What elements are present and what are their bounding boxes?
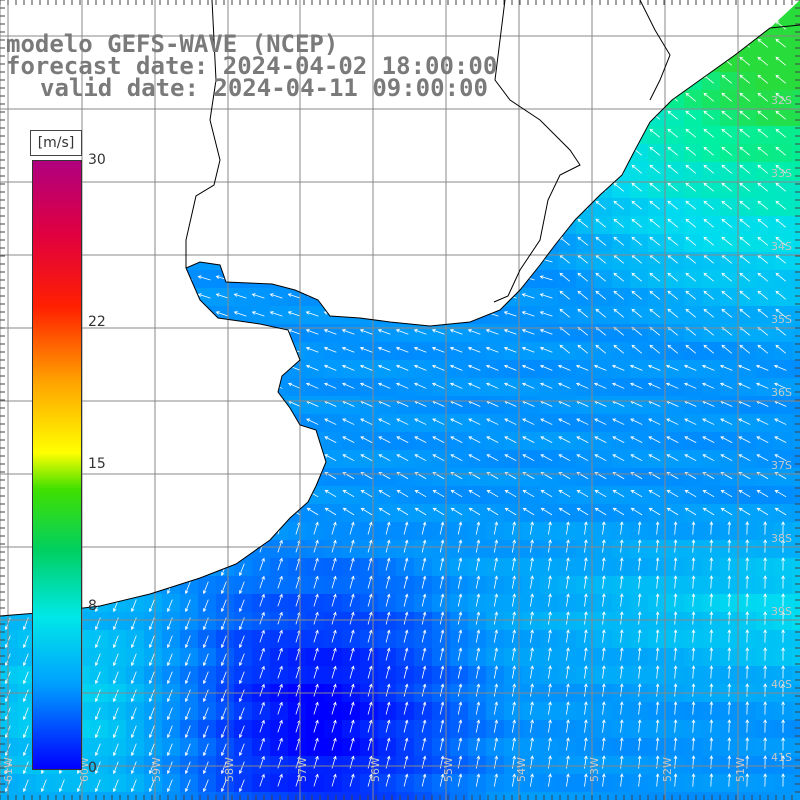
lat-label: 37S <box>771 459 792 472</box>
lat-label: 33S <box>771 167 792 180</box>
lon-label: 54W <box>515 757 528 782</box>
colorbar-tick-label: 22 <box>88 314 106 331</box>
lat-label: 34S <box>771 240 792 253</box>
lon-label: 53W <box>588 757 601 782</box>
lat-label: 41S <box>771 751 792 764</box>
lat-label: 36S <box>771 386 792 399</box>
lon-label: 61W <box>2 757 15 782</box>
lon-label: 51W <box>734 757 747 782</box>
colorbar <box>32 160 82 770</box>
colorbar-unit: [m/s] <box>30 130 82 156</box>
lon-label: 52W <box>661 757 674 782</box>
lon-label: 59W <box>150 757 163 782</box>
lon-label: 57W <box>296 757 309 782</box>
coastline <box>0 0 800 617</box>
colorbar-tick-label: 8 <box>88 597 97 614</box>
lat-label: 39S <box>771 605 792 618</box>
title-forecast-date: forecast date: 2024-04-02 18:00:00 <box>6 52 498 80</box>
colorbar-tick-label: 0 <box>88 760 97 776</box>
land-mask <box>0 0 800 616</box>
colorbar-tick-label: 15 <box>88 456 106 472</box>
lat-label: 38S <box>771 532 792 545</box>
lat-label: 32S <box>771 94 792 107</box>
lon-label: 58W <box>223 757 236 782</box>
lat-label: 35S <box>771 313 792 326</box>
lon-label: 56W <box>369 757 382 782</box>
lat-label: 40S <box>771 678 792 691</box>
lon-label: 55W <box>442 757 455 782</box>
title-model: modelo GEFS-WAVE (NCEP) <box>6 30 339 58</box>
title-valid-date: valid date: 2024-04-11 09:00:00 <box>40 74 488 102</box>
colorbar-tick-label: 30 <box>88 152 106 168</box>
